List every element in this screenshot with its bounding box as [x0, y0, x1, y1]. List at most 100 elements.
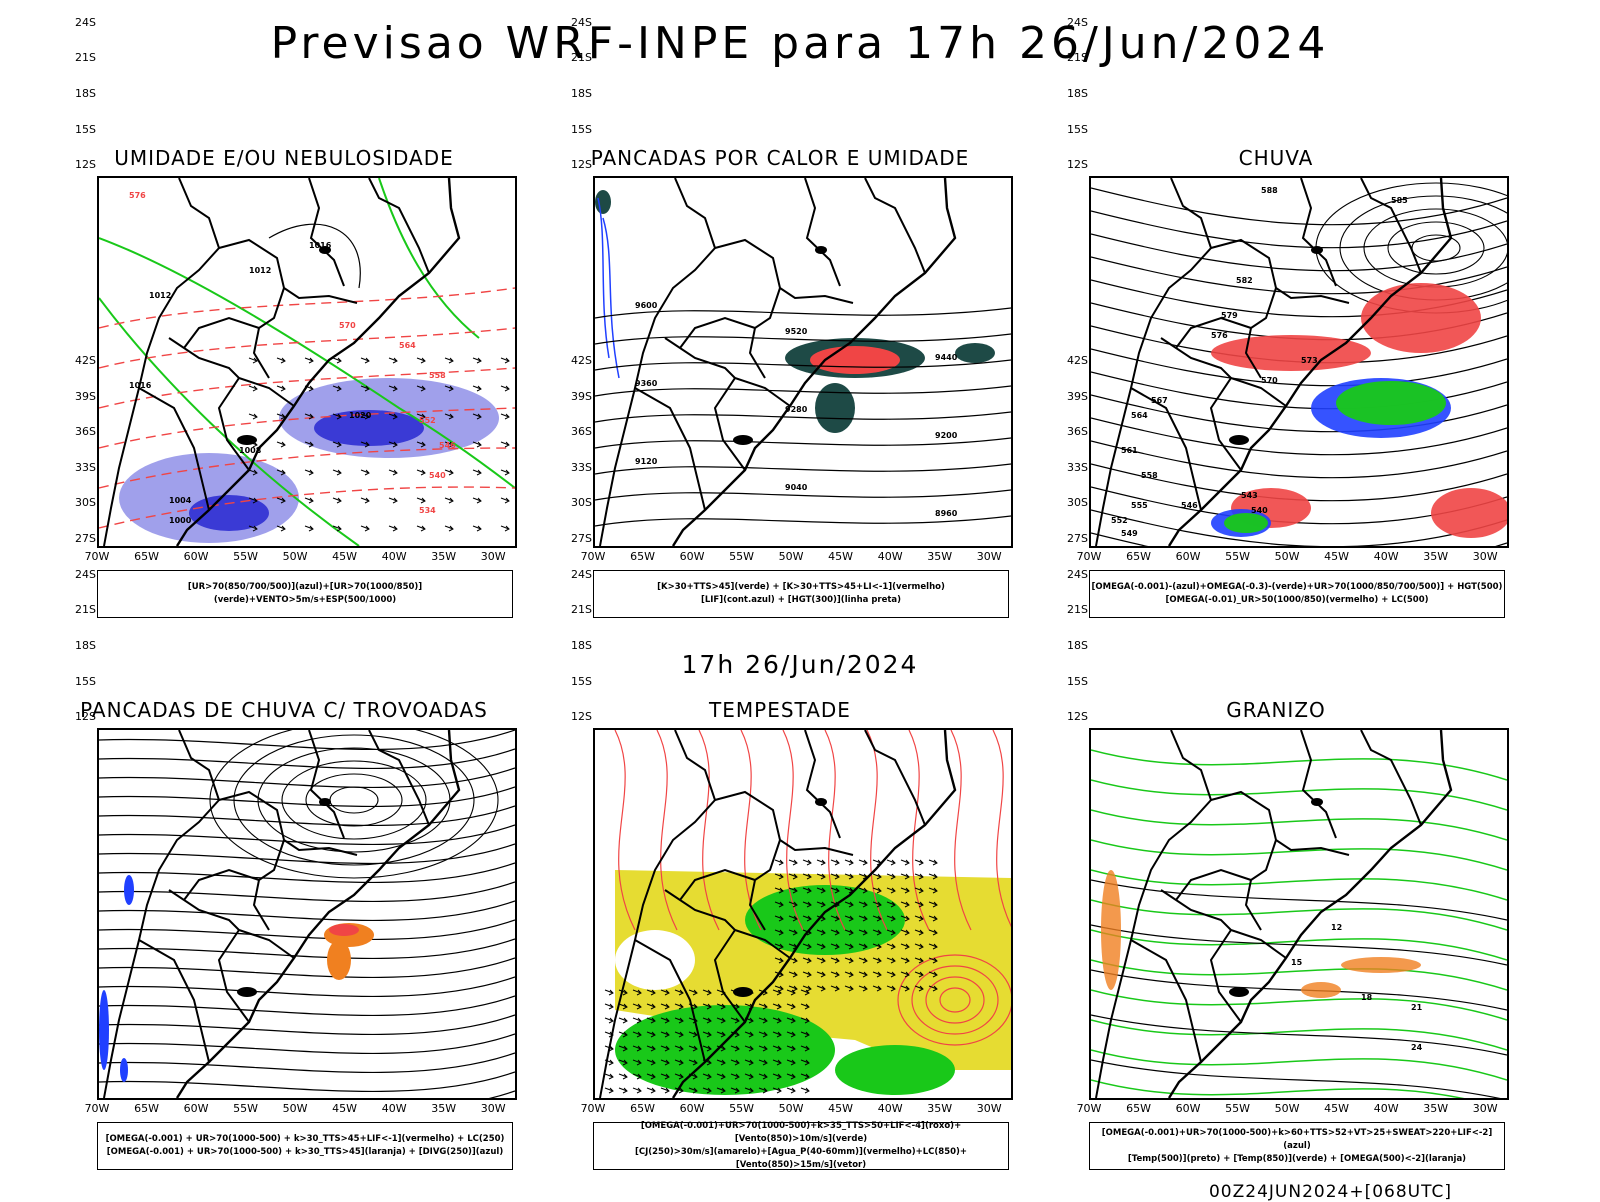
wind-arrow — [830, 873, 840, 880]
country-border — [713, 929, 746, 1023]
wind-arrow — [688, 1087, 698, 1094]
wind-arrow — [886, 929, 896, 936]
wind-arrow — [914, 901, 924, 908]
wind-arrow — [786, 1017, 796, 1024]
lon-tick-label: 65W — [134, 1102, 159, 1115]
wind-arrow — [830, 859, 840, 866]
wind-arrow — [500, 413, 510, 420]
lon-tick-label: 70W — [84, 550, 110, 563]
geo-borders — [1095, 178, 1453, 546]
wind-arrow — [830, 943, 840, 950]
country-border — [217, 377, 250, 471]
wind-arrow — [886, 901, 896, 908]
contour-label: 576 — [129, 191, 146, 200]
wind-arrow — [774, 859, 784, 866]
map-pancadas-trovoadas[interactable] — [97, 728, 517, 1100]
lake — [1229, 435, 1249, 445]
temp850-contour — [1091, 959, 1507, 991]
map-granizo[interactable]: 12 15 18 21 24 — [1089, 728, 1509, 1100]
wind-arrow — [646, 1031, 656, 1038]
wind-arrow — [646, 1059, 656, 1066]
lake — [319, 798, 331, 806]
wind-arrow — [702, 1087, 712, 1094]
wind-arrow — [500, 441, 510, 448]
temp500-contour — [1091, 1059, 1501, 1098]
hgt300-contour — [595, 437, 1011, 449]
temp500-contour — [1091, 1014, 1507, 1056]
lon-tick-label: 40W — [381, 550, 407, 563]
wind-arrow — [928, 901, 938, 908]
contour-label: 9440 — [935, 353, 958, 362]
wind-arrow — [444, 357, 454, 364]
country-border — [183, 316, 260, 349]
lon-axis: 70W 65W 60W 55W 50W 45W 40W 35W 30W — [581, 1102, 1013, 1116]
wind-arrow — [844, 915, 854, 922]
green-humidity-contour — [99, 237, 515, 489]
wind-arrow — [702, 989, 712, 996]
map-umidade[interactable]: 1016 1012 1012 1016 1020 1008 1004 1000 576 570 56… — [97, 176, 517, 548]
wind-arrow — [660, 1087, 670, 1094]
panel-title: CHUVA — [1238, 146, 1314, 170]
wind-arrow — [444, 469, 454, 476]
wind-arrow — [688, 1045, 698, 1052]
wind-arrow — [688, 1031, 698, 1038]
wind-arrow — [618, 1087, 628, 1094]
wind-arrow — [774, 943, 784, 950]
lc250-streamline — [99, 938, 515, 960]
country-border — [103, 730, 221, 1098]
wind-arrow — [702, 1003, 712, 1010]
wind-arrow — [618, 1031, 628, 1038]
wind-arrow — [914, 873, 924, 880]
wind-arrow — [632, 1031, 642, 1038]
humidity-core — [314, 410, 424, 446]
contour-label: 534 — [419, 506, 436, 515]
contour-label: 1008 — [239, 446, 262, 455]
map-chuva[interactable]: 588 585 582 579 576 573 570 567 564 561 558 555 552 5… — [1089, 176, 1509, 548]
contour-label: 1020 — [349, 411, 372, 420]
lat-tick-label: 15S — [1067, 122, 1088, 136]
lat-tick-label: 30S — [75, 496, 96, 510]
rain-area-red — [1361, 283, 1481, 353]
wind-arrow — [618, 1017, 628, 1024]
wind-arrow — [332, 385, 342, 392]
lat-tick-label: 21S — [571, 603, 592, 617]
wind-arrow — [416, 525, 426, 532]
country-border — [238, 929, 295, 959]
country-border — [138, 387, 210, 511]
wind-arrow — [304, 441, 314, 448]
contour-label: 585 — [1391, 196, 1408, 205]
wind-arrow — [416, 385, 426, 392]
lat-tick-label: 18S — [75, 638, 96, 652]
coastline — [1167, 178, 1453, 546]
country-border — [734, 929, 791, 959]
wind-arrow — [500, 497, 510, 504]
wind-arrow — [774, 957, 784, 964]
lon-tick-label: 50W — [778, 1102, 804, 1115]
wind-arrow — [360, 385, 370, 392]
omega-areas — [1101, 870, 1421, 998]
wind-arrow — [872, 985, 882, 992]
legend-line-1: [UR>70(850/700/500)](azul)+[UR>70(1000/8… — [187, 582, 423, 605]
hgt300-contour — [595, 411, 1011, 423]
wind-arrow — [660, 989, 670, 996]
contour-label: 561 — [1121, 446, 1138, 455]
lon-tick-label: 70W — [84, 1102, 110, 1115]
wind-arrow — [786, 1087, 796, 1094]
wind-arrow — [416, 413, 426, 420]
lc850-eddy — [925, 976, 985, 1024]
wind-arrow — [604, 1017, 614, 1024]
wind-arrow — [604, 989, 614, 996]
legend-box: [K>30+TTS>45](verde) + [K>30+TTS>45+LI<-… — [593, 570, 1009, 618]
wind-arrow — [800, 989, 810, 996]
lc250-streamline — [99, 957, 515, 979]
lat-tick-label: 36S — [571, 425, 592, 439]
legend-line-1: [OMEGA(-0.001)-(azul)+OMEGA(-0.3)-(verde… — [1091, 582, 1503, 592]
lat-tick-label: 24S — [1067, 567, 1088, 581]
wind-arrow — [618, 1045, 628, 1052]
map-pancadas-calor[interactable]: 9600 9520 9440 9360 9280 9200 9120 9040 8960 — [593, 176, 1013, 548]
wind-arrow — [388, 525, 398, 532]
wind-arrow — [604, 1087, 614, 1094]
lon-tick-label: 70W — [1076, 550, 1102, 563]
wind-arrow — [914, 929, 924, 936]
map-tempestade[interactable] — [593, 728, 1013, 1100]
